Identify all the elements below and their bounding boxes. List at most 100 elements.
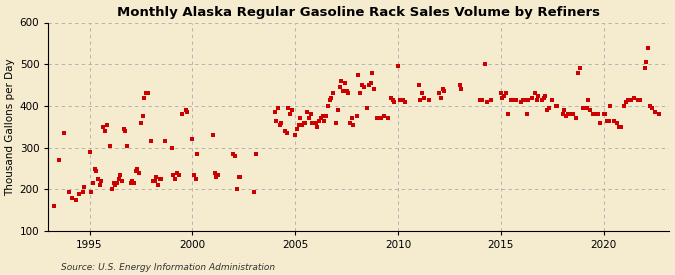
Point [177,112,188,117]
Point [537,98,547,102]
Point [588,112,599,117]
Point [600,112,611,117]
Point [367,70,378,75]
Point [188,173,199,177]
Point [293,123,304,127]
Point [605,104,616,108]
Point [276,120,287,125]
Point [520,98,531,102]
Point [632,98,643,102]
Point [334,85,345,89]
Point [616,125,626,129]
Point [518,98,529,102]
Point [53,158,64,163]
Point [187,137,198,142]
Point [393,64,404,68]
Point [155,177,165,181]
Point [134,170,144,175]
Point [139,95,150,100]
Point [292,127,302,131]
Point [70,198,81,202]
Point [333,108,344,112]
Point [386,95,397,100]
Point [170,177,181,181]
Point [74,191,84,196]
Point [209,170,220,175]
Point [250,152,261,156]
Point [142,91,153,96]
Point [541,108,552,112]
Point [295,116,306,121]
Point [78,189,88,194]
Point [213,173,223,177]
Point [140,91,151,96]
Point [356,83,367,87]
Point [118,127,129,131]
Point [598,112,609,117]
Point [273,106,284,110]
Point [338,89,348,94]
Point [614,125,624,129]
Point [324,98,335,102]
Point [609,118,620,123]
Point [319,118,330,123]
Point [509,98,520,102]
Point [375,116,386,121]
Point [269,110,280,114]
Point [382,116,393,121]
Point [296,123,307,127]
Point [228,152,239,156]
Point [571,116,582,121]
Point [495,91,506,96]
Point [601,118,612,123]
Point [557,112,568,117]
Point [643,45,653,50]
Point [230,154,240,158]
Point [271,118,281,123]
Point [394,98,405,102]
Point [96,179,107,183]
Point [190,177,201,181]
Point [111,181,122,185]
Point [649,110,660,114]
Point [415,98,426,102]
Point [314,118,325,123]
Point [646,106,657,110]
Point [312,125,323,129]
Point [379,114,389,119]
Point [235,175,246,179]
Point [211,175,222,179]
Point [413,83,424,87]
Point [159,139,170,144]
Point [130,169,141,173]
Point [248,189,259,194]
Point [480,62,491,67]
Point [454,83,465,87]
Point [168,173,179,177]
Text: Source: U.S. Energy Information Administration: Source: U.S. Energy Information Administ… [61,263,275,272]
Point [595,120,605,125]
Point [645,104,655,108]
Point [358,85,369,89]
Point [101,123,112,127]
Point [63,189,74,194]
Point [305,112,316,117]
Point [353,73,364,77]
Point [564,112,574,117]
Point [593,112,604,117]
Point [281,131,292,135]
Point [639,66,650,71]
Point [516,100,526,104]
Point [156,177,167,181]
Point [437,87,448,92]
Point [501,91,512,96]
Point [67,196,78,200]
Point [302,110,313,114]
Point [147,179,158,183]
Point [543,106,554,110]
Point [136,120,146,125]
Point [497,95,508,100]
Point [585,108,595,112]
Point [612,120,623,125]
Point [456,87,466,92]
